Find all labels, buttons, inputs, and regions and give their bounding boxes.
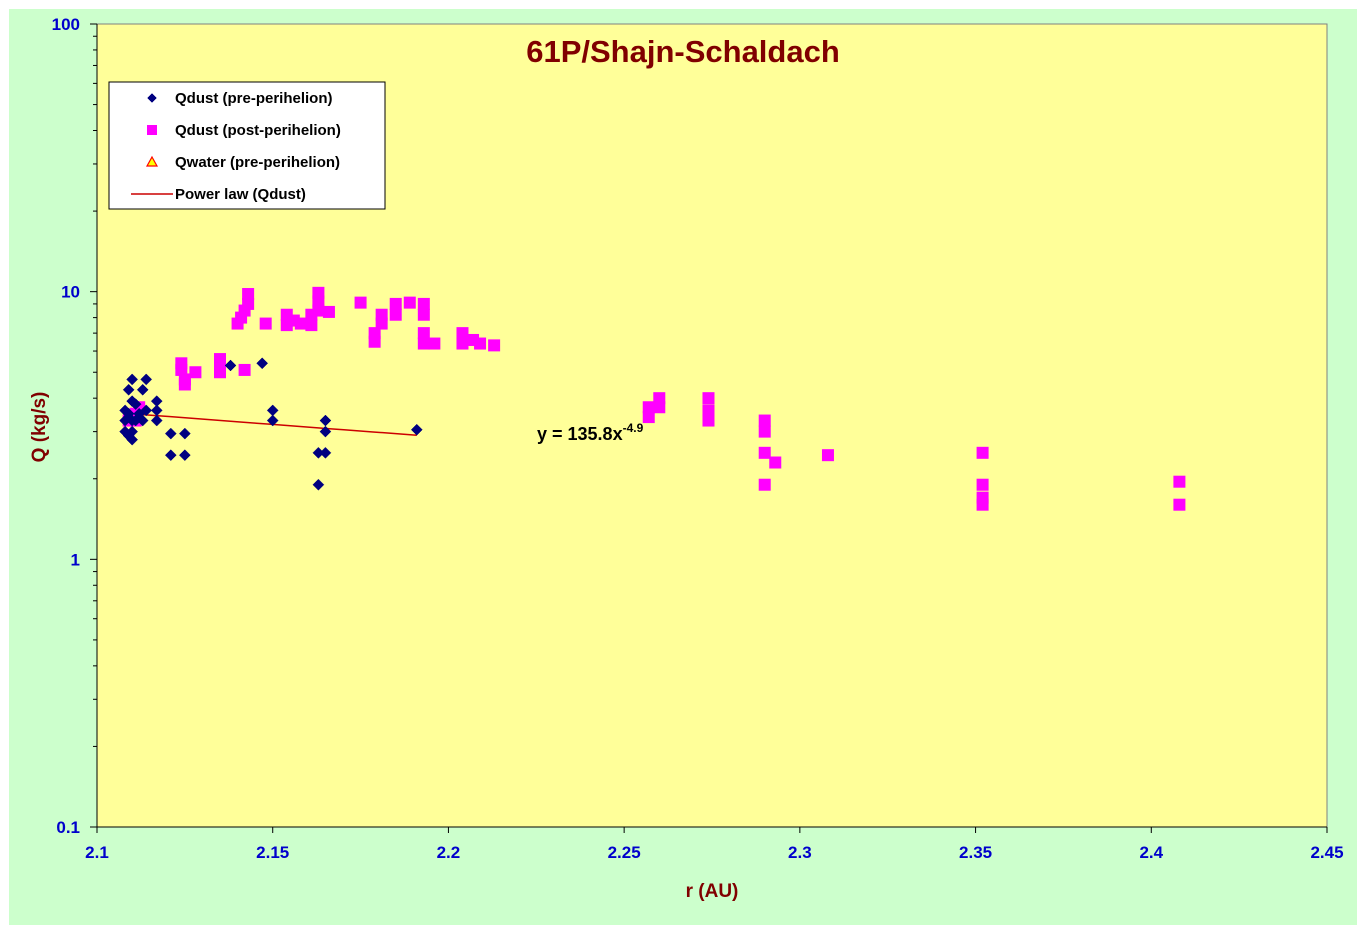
data-point-post-perihelion: [389, 297, 402, 310]
data-point-pre-perihelion: [312, 478, 325, 491]
y-tick-label: 10: [61, 283, 80, 302]
data-point-post-perihelion: [178, 378, 191, 391]
data-point-pre-perihelion: [140, 404, 153, 417]
data-point-post-perihelion: [702, 404, 715, 417]
chart-svg: 61P/Shajn-Schaldach r (AU) Q (kg/s) 2.1 2…: [29, 15, 1344, 902]
data-point-post-perihelion: [428, 337, 441, 350]
legend-marker-triangle: [145, 155, 159, 167]
data-point-post-perihelion: [305, 319, 318, 332]
x-tick-label: 2.35: [959, 843, 992, 862]
data-point-post-perihelion: [242, 297, 255, 310]
x-tick-label: 2.4: [1139, 843, 1163, 862]
data-point-pre-perihelion: [140, 373, 153, 386]
data-point-post-perihelion: [389, 308, 402, 321]
data-point-pre-perihelion: [136, 414, 149, 427]
legend-items: Qdust (pre-perihelion) Qdust (post-perihe…: [131, 90, 341, 203]
data-point-pre-perihelion: [126, 425, 138, 438]
data-point-post-perihelion: [702, 414, 715, 427]
data-point-post-perihelion: [758, 414, 771, 427]
legend-box: [108, 81, 386, 210]
data-point-post-perihelion: [403, 296, 416, 309]
fit-equation: y = 135.8x-4.9: [537, 421, 644, 444]
legend-label: Qdust (post-perihelion): [175, 122, 341, 139]
legend-marker-diamond: [147, 93, 157, 103]
data-point-post-perihelion: [976, 498, 989, 511]
data-point-post-perihelion: [758, 446, 771, 459]
data-point-post-perihelion: [456, 327, 469, 340]
data-point-pre-perihelion: [126, 433, 138, 446]
data-point-post-perihelion: [214, 366, 226, 379]
x-tick-label: 2.1: [85, 843, 109, 862]
ticks-layer: 2.1 2.15 2.2 2.25 2.3 2.35 2.4 2.45 0.1 1 10 100: [52, 15, 1344, 862]
data-point-post-perihelion: [417, 297, 430, 310]
data-point-post-perihelion: [1173, 498, 1186, 511]
x-tick-label: 2.25: [608, 843, 641, 862]
data-point-post-perihelion: [238, 363, 251, 376]
legend-label: Power law (Qdust): [175, 186, 306, 203]
data-point-post-perihelion: [976, 446, 989, 459]
data-point-pre-perihelion: [136, 383, 149, 396]
data-point-post-perihelion: [642, 411, 655, 424]
data-point-pre-perihelion: [410, 423, 423, 436]
data-point-post-perihelion: [375, 308, 388, 321]
x-axis-title: r (AU): [686, 881, 739, 902]
x-tick-label: 2.2: [437, 843, 461, 862]
data-point-post-perihelion: [474, 337, 487, 350]
data-point-post-perihelion: [259, 317, 272, 330]
data-point-post-perihelion: [758, 478, 771, 491]
data-point-post-perihelion: [417, 308, 430, 321]
data-point-pre-perihelion: [164, 427, 177, 440]
data-point-post-perihelion: [312, 286, 325, 299]
data-point-post-perihelion: [702, 392, 715, 405]
data-point-post-perihelion: [189, 366, 202, 379]
legend-label: Qdust (pre-perihelion): [175, 90, 333, 107]
data-point-pre-perihelion: [224, 359, 237, 372]
data-point-pre-perihelion: [256, 357, 269, 370]
data-point-post-perihelion: [312, 304, 325, 317]
y-tick-label: 0.1: [56, 818, 80, 837]
data-point-post-perihelion: [769, 456, 782, 469]
data-point-post-perihelion: [976, 478, 989, 491]
data-point-pre-perihelion: [164, 449, 177, 462]
points-layer: [119, 286, 1186, 511]
y-axis-title: Q (kg/s): [29, 392, 50, 463]
data-point-pre-perihelion: [319, 446, 332, 459]
data-point-post-perihelion: [368, 327, 381, 340]
fit-equation-exponent: -4.9: [623, 421, 644, 435]
data-point-pre-perihelion: [126, 373, 138, 386]
data-point-pre-perihelion: [266, 414, 279, 427]
data-point-post-perihelion: [322, 305, 335, 318]
y-tick-label: 100: [52, 15, 80, 34]
data-point-post-perihelion: [294, 317, 307, 330]
data-point-post-perihelion: [456, 337, 469, 350]
data-point-post-perihelion: [417, 327, 430, 340]
data-point-post-perihelion: [758, 425, 771, 438]
legend-marker-square: [147, 125, 157, 135]
data-point-post-perihelion: [1173, 475, 1186, 488]
data-point-pre-perihelion: [319, 425, 332, 438]
chart-title: 61P/Shajn-Schaldach: [526, 34, 840, 69]
data-point-post-perihelion: [417, 337, 430, 350]
data-point-pre-perihelion: [179, 427, 191, 440]
data-point-post-perihelion: [242, 288, 255, 301]
fit-equation-main: y = 135.8x: [537, 424, 623, 444]
legend: Qdust (pre-perihelion) Qdust (post-perihe…: [108, 81, 386, 210]
x-tick-label: 2.3: [788, 843, 812, 862]
x-tick-label: 2.15: [256, 843, 289, 862]
data-point-post-perihelion: [354, 296, 367, 309]
data-point-post-perihelion: [488, 339, 501, 352]
x-tick-label: 2.45: [1310, 843, 1343, 862]
data-point-post-perihelion: [653, 401, 666, 414]
data-point-pre-perihelion: [122, 383, 135, 396]
chart-area: 61P/Shajn-Schaldach r (AU) Q (kg/s) 2.1 2…: [9, 9, 1357, 925]
data-point-post-perihelion: [175, 363, 188, 376]
data-point-post-perihelion: [653, 392, 666, 405]
legend-label: Qwater (pre-perihelion): [175, 154, 340, 171]
data-point-pre-perihelion: [179, 449, 191, 462]
data-point-post-perihelion: [821, 449, 834, 462]
y-tick-label: 1: [71, 550, 80, 569]
data-point-post-perihelion: [642, 401, 655, 414]
data-point-pre-perihelion: [129, 398, 142, 410]
data-point-pre-perihelion: [150, 414, 163, 427]
